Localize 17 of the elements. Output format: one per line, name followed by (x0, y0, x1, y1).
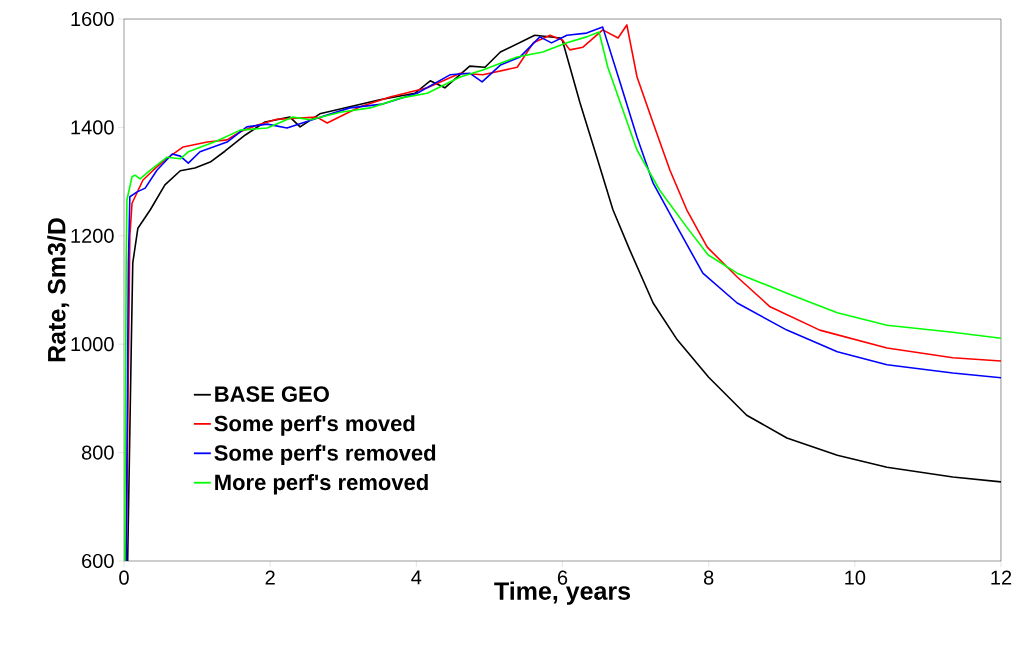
x-tick-label: 4 (411, 570, 422, 585)
legend-label: BASE GEO (215, 386, 329, 402)
legend-label: Some perf's removed (214, 444, 436, 466)
legend-label: More perf's removed (215, 474, 428, 495)
y-tick-label: 1000 (71, 337, 114, 352)
y-tick-label: 1400 (71, 120, 114, 135)
x-tick-label: 10 (845, 570, 866, 585)
legend-label: Some perf's moved (214, 415, 415, 436)
y-tick-label: 1200 (71, 228, 114, 243)
x-tick-label: 12 (991, 570, 1012, 585)
x-tick-label: 8 (703, 570, 714, 585)
y-tick-label: 1600 (71, 11, 114, 27)
y-tick-label: 600 (82, 553, 114, 569)
y-axis-title: Rate, Sm3/D (47, 218, 70, 362)
x-tick-label: 0 (119, 570, 129, 585)
x-tick-label: 2 (265, 570, 275, 585)
y-tick-label: 800 (81, 445, 114, 460)
